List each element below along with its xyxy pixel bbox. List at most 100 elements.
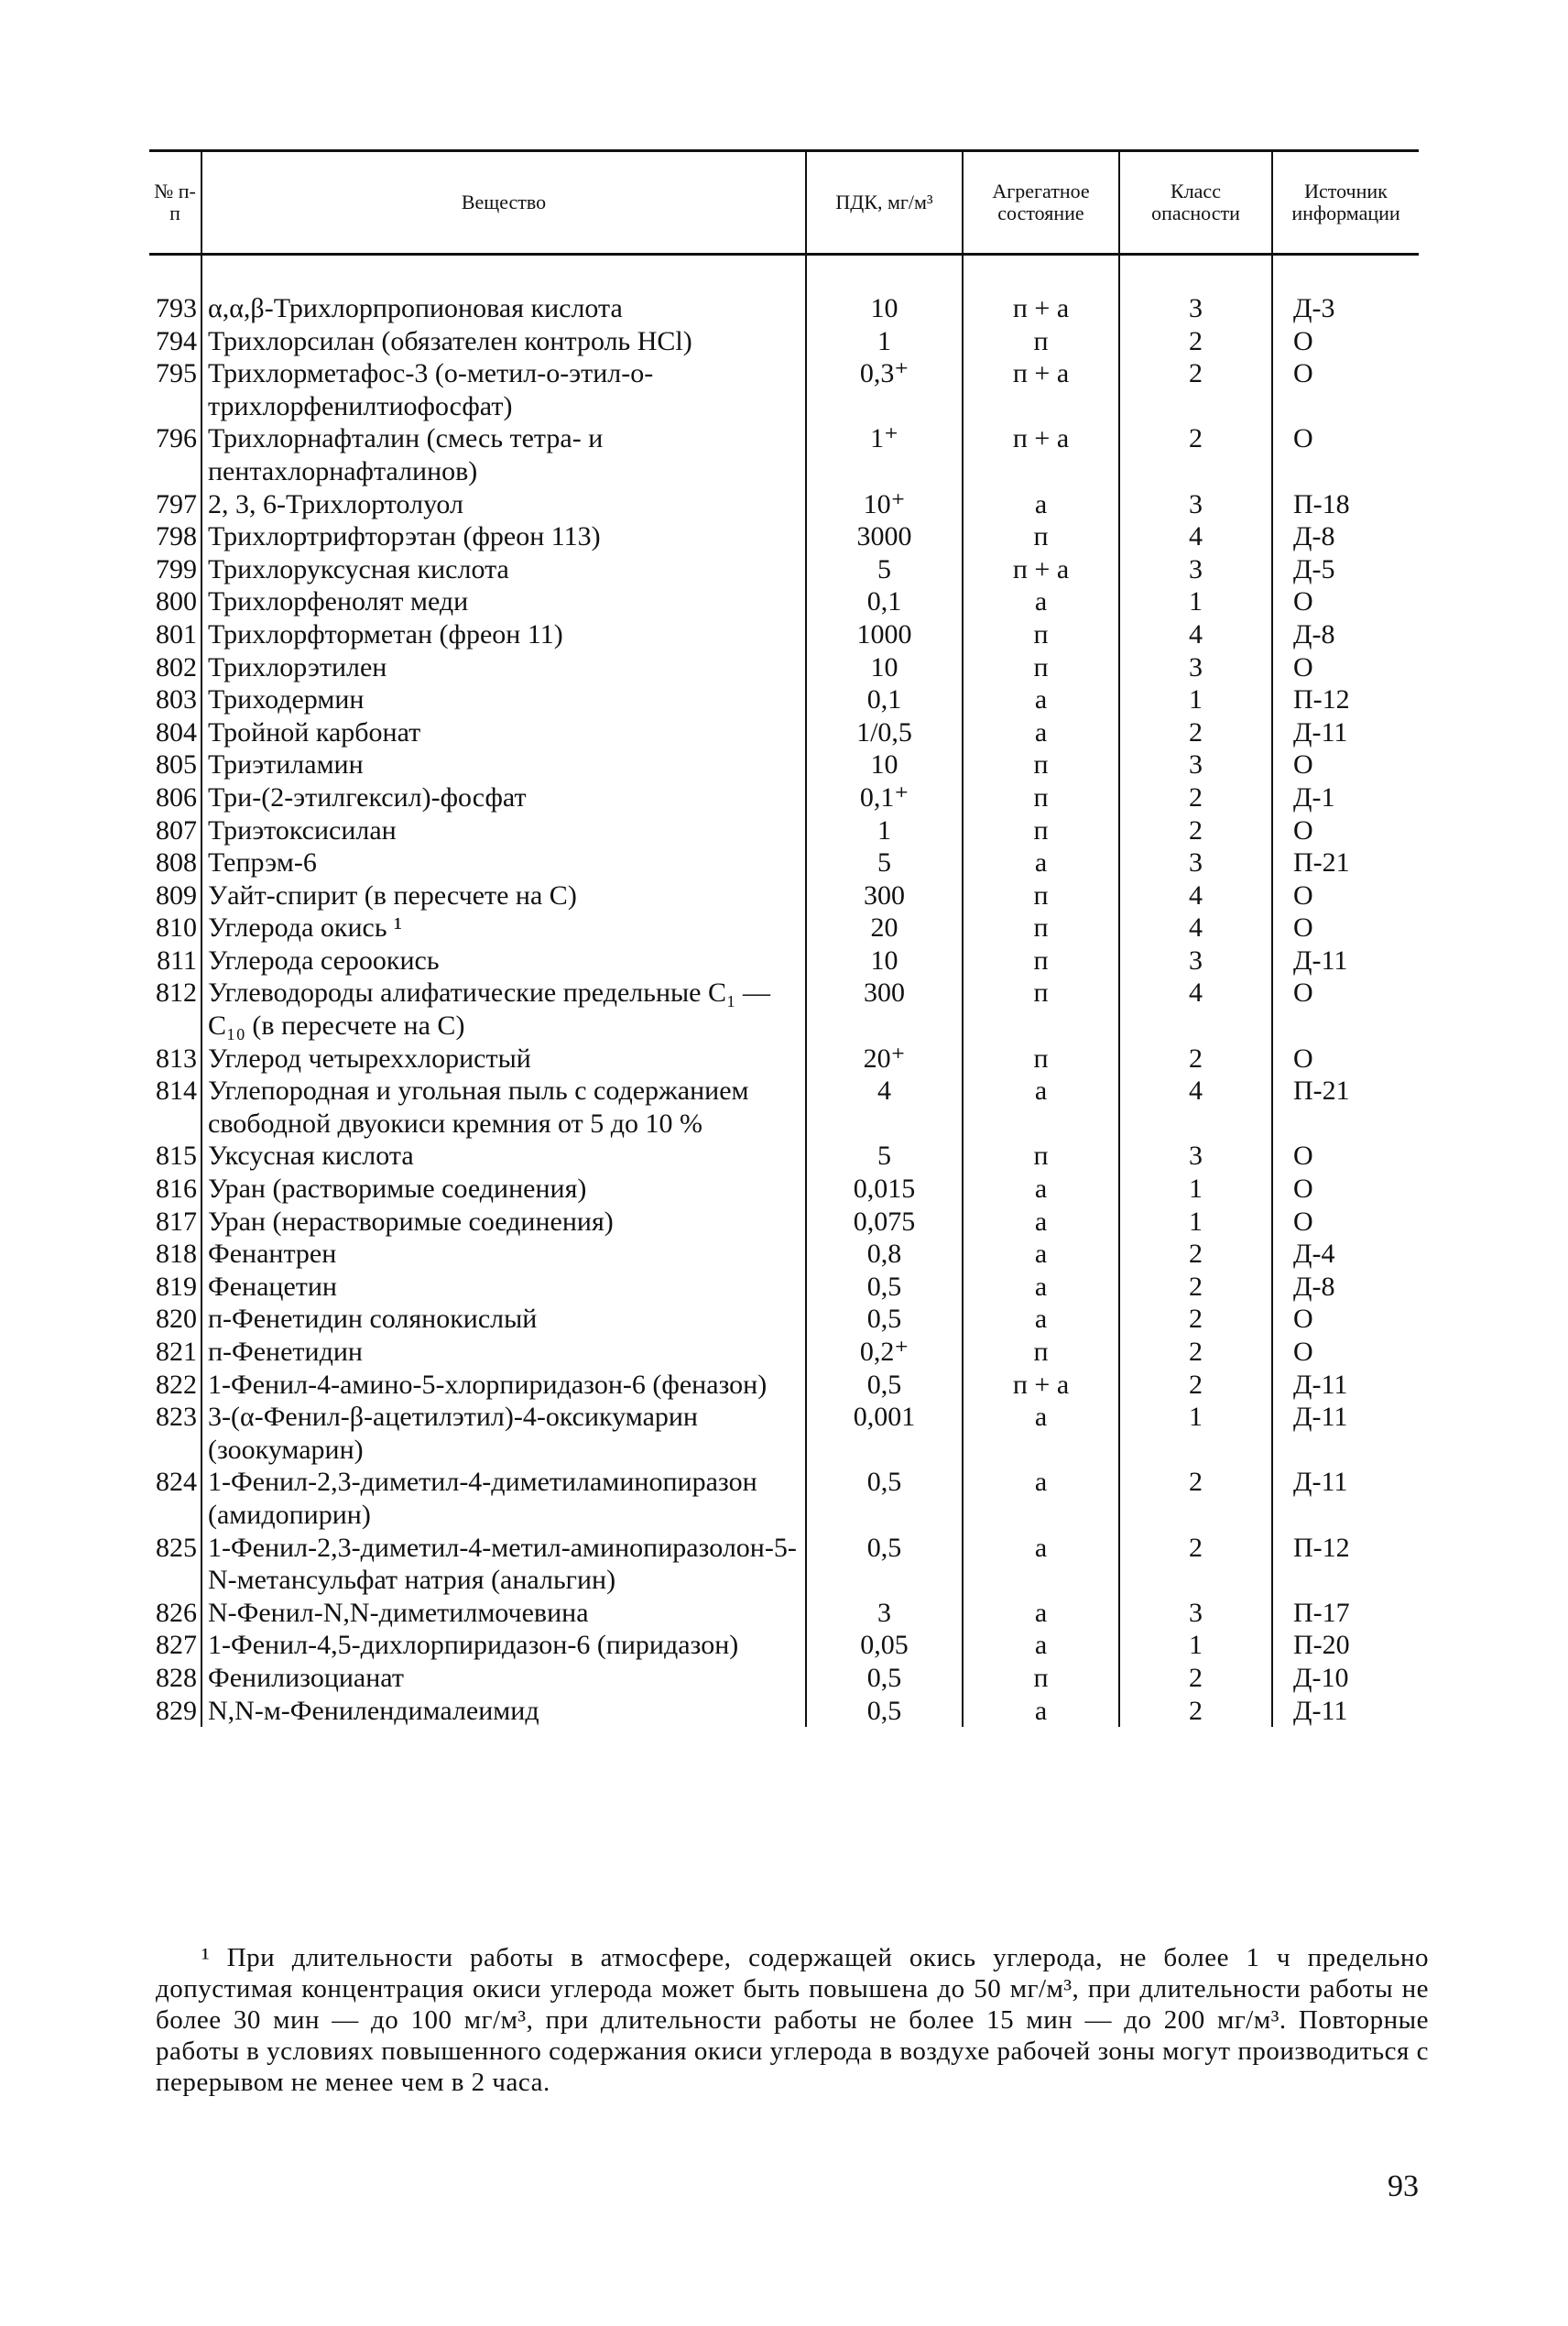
substance-name: Трихлорнафталин (смесь тетра- и пентахло… — [201, 422, 806, 488]
pdk-value: 1 — [805, 324, 963, 358]
info-source: Д-8 — [1271, 1270, 1419, 1304]
substance-name: Трихлортрифторэтан (фреон 113) — [201, 520, 806, 553]
pdk-value: 0,05 — [805, 1629, 963, 1662]
pdk-value: 0,075 — [805, 1205, 963, 1239]
row-number: 804 — [156, 716, 197, 748]
substance-name: 3-(α-Фенил-β-ацетилэтил)-4-оксикумарин (… — [201, 1401, 806, 1467]
info-source: П-21 — [1271, 1075, 1419, 1141]
table-row: 815 Уксусная кислота 5 п 3 О — [149, 1140, 1419, 1174]
substance-name: Трихлорметафос-3 (о-метил-о-этил-о-трихл… — [201, 357, 806, 423]
row-number: 805 — [156, 749, 197, 781]
hazard-class: 4 — [1118, 1075, 1272, 1141]
substance-name: Фенацетин — [201, 1270, 806, 1304]
table-row: 808 Тепрэм-6 5 а 3 П-21 — [149, 846, 1419, 879]
aggregate-state: п — [962, 617, 1119, 651]
row-number: 811 — [157, 945, 197, 976]
hazard-class: 3 — [1118, 1596, 1272, 1630]
info-source: О — [1271, 1140, 1419, 1174]
table-row: 803 Триходермин 0,1 а 1 П-12 — [149, 683, 1419, 716]
substance-name: Уран (растворимые соединения) — [201, 1173, 806, 1206]
hazard-class: 3 — [1118, 552, 1272, 586]
aggregate-state: п — [962, 944, 1119, 977]
substance-name: N,N-м-Фенилендималеимид — [201, 1694, 806, 1728]
row-number: 825 — [156, 1532, 197, 1563]
row-number: 801 — [156, 618, 197, 650]
pdk-value: 0,5 — [805, 1531, 963, 1597]
hazard-class: 3 — [1118, 846, 1272, 879]
substance-name: Трихлорсилан (обязателен контроль HCl) — [201, 324, 806, 358]
pdk-value: 5 — [805, 846, 963, 879]
aggregate-state: п + а — [962, 254, 1119, 325]
info-source: П-20 — [1271, 1629, 1419, 1662]
info-source: П-12 — [1271, 683, 1419, 716]
pdk-value: 300 — [805, 977, 963, 1043]
substance-name: Трихлорфенолят меди — [201, 585, 806, 618]
aggregate-state: а — [962, 715, 1119, 749]
info-source: Д-1 — [1271, 781, 1419, 814]
row-number: 824 — [156, 1467, 197, 1498]
info-source: О — [1271, 977, 1419, 1043]
hazard-class: 2 — [1118, 1531, 1272, 1597]
hazard-class: 2 — [1118, 1238, 1272, 1271]
substance-name: Триходермин — [201, 683, 806, 716]
table-row: 829 N,N-м-Фенилендималеимид 0,5 а 2 Д-11 — [149, 1694, 1419, 1728]
hazard-class: 1 — [1118, 1401, 1272, 1467]
aggregate-state: а — [962, 846, 1119, 879]
pdk-value: 1000 — [805, 617, 963, 651]
table-row: 798 Трихлортрифторэтан (фреон 113) 3000 п 4 Д… — [149, 520, 1419, 553]
hazard-class: 3 — [1118, 650, 1272, 684]
hazard-class: 4 — [1118, 977, 1272, 1043]
aggregate-state: а — [962, 1466, 1119, 1532]
aggregate-state: п — [962, 748, 1119, 781]
aggregate-state: п — [962, 1661, 1119, 1695]
table-row: 816 Уран (растворимые соединения) 0,015 а 1 О — [149, 1173, 1419, 1206]
info-source: Д-11 — [1271, 1401, 1419, 1467]
substance-name: Углепородная и угольная пыль с содержани… — [201, 1075, 806, 1141]
info-source: О — [1271, 1173, 1419, 1206]
header-cell: Агрегатное состояние — [962, 149, 1119, 256]
info-source: О — [1271, 357, 1419, 423]
substance-name: 1-Фенил-2,3-диметил-4-метил-аминопиразол… — [201, 1531, 806, 1597]
pdk-value: 10⁺ — [805, 487, 963, 521]
hazard-class: 2 — [1118, 1368, 1272, 1402]
substance-name: Уайт-спирит (в пересчете на С) — [201, 879, 806, 912]
substance-name: α,α,β-Трихлорпропионовая кислота — [201, 254, 806, 325]
pdk-value: 20⁺ — [805, 1042, 963, 1076]
row-number: 810 — [156, 912, 197, 944]
pdk-value: 3000 — [805, 520, 963, 553]
info-source: Д-4 — [1271, 1238, 1419, 1271]
info-source: П-21 — [1271, 846, 1419, 879]
pdk-value: 5 — [805, 1140, 963, 1174]
table-row: 821 п-Фенетидин 0,2⁺ п 2 О — [149, 1336, 1419, 1369]
info-source: Д-3 — [1271, 254, 1419, 325]
pdk-value: 0,3⁺ — [805, 357, 963, 423]
hazard-class: 2 — [1118, 1466, 1272, 1532]
hazard-class: 3 — [1118, 487, 1272, 521]
pdk-value: 1⁺ — [805, 422, 963, 488]
table-row: 827 1-Фенил-4,5-дихлорпиридазон-6 (пирида… — [149, 1629, 1419, 1662]
info-source: Д-11 — [1271, 715, 1419, 749]
aggregate-state: п — [962, 814, 1119, 847]
info-source: Д-5 — [1271, 552, 1419, 586]
aggregate-state: а — [962, 585, 1119, 618]
hazard-class: 2 — [1118, 357, 1272, 423]
row-number: 809 — [156, 879, 197, 911]
substance-name: Фенилизоцианат — [201, 1661, 806, 1695]
table-row: 814 Углепородная и угольная пыль с содерж… — [149, 1075, 1419, 1141]
table-row: 794 Трихлорсилан (обязателен контроль HCl… — [149, 324, 1419, 358]
table-row: 812 Углеводороды алифатические предельные… — [149, 977, 1419, 1043]
row-number: 812 — [156, 977, 197, 1009]
header-cell: Вещество — [201, 149, 806, 256]
table-row: 793 α,α,β-Трихлорпропионовая кислота 10 п +… — [149, 254, 1419, 325]
info-source: О — [1271, 324, 1419, 358]
row-number: 819 — [156, 1271, 197, 1302]
aggregate-state: а — [962, 1694, 1119, 1728]
pdk-value: 10 — [805, 254, 963, 325]
hazard-class: 4 — [1118, 617, 1272, 651]
row-number: 815 — [156, 1141, 197, 1172]
pdk-value: 10 — [805, 944, 963, 977]
aggregate-state: а — [962, 1173, 1119, 1206]
aggregate-state: п — [962, 912, 1119, 945]
pdk-value: 0,5 — [805, 1466, 963, 1532]
